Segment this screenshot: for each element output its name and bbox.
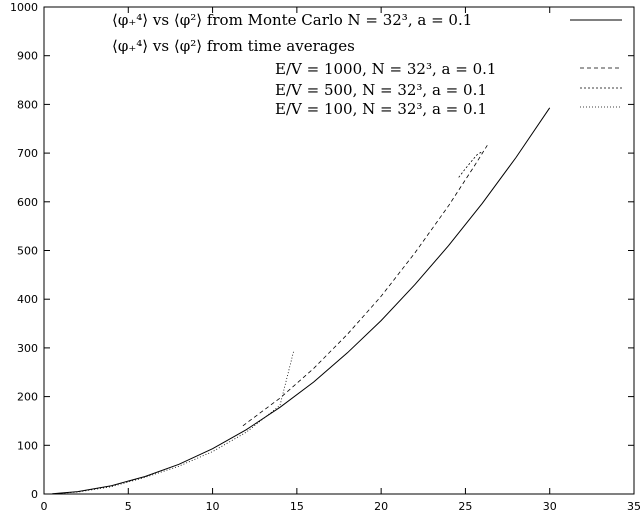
y-tick-label: 600 [17,196,38,209]
legend-line-3: E/V = 1000, N = 32³, a = 0.1 [275,60,496,78]
x-tick-label: 25 [458,500,472,513]
x-tick-label: 10 [206,500,220,513]
series-line-1 [52,107,551,495]
y-tick-label: 400 [17,293,38,306]
y-tick-label: 900 [17,50,38,63]
x-tick-label: 35 [627,500,641,513]
legend-line-5: E/V = 100, N = 32³, a = 0.1 [275,100,487,118]
series-line-2 [242,145,488,427]
y-tick-label: 700 [17,147,38,160]
legend-line-4: E/V = 500, N = 32³, a = 0.1 [275,81,487,99]
x-tick-label: 0 [41,500,48,513]
x-tick-label: 30 [543,500,557,513]
series-line-4 [52,351,294,495]
y-tick-label: 500 [17,245,38,258]
y-tick-label: 1000 [10,1,38,14]
legend: ⟨φ₊⁴⟩ vs ⟨φ²⟩ from Monte Carlo N = 32³, … [112,11,622,118]
y-tick-label: 300 [17,342,38,355]
series-lines [52,107,551,495]
axis-ticks: 0 5 10 15 20 25 30 35 0 100 200 300 400 500 600 700 800 9… [10,1,641,513]
x-tick-label: 15 [290,500,304,513]
legend-line-1: ⟨φ₊⁴⟩ vs ⟨φ²⟩ from Monte Carlo N = 32³, … [112,11,472,29]
y-tick-label: 0 [31,488,38,501]
y-tick-label: 800 [17,98,38,111]
x-tick-label: 5 [125,500,132,513]
y-tick-label: 100 [17,439,38,452]
series-line-3 [458,151,483,178]
x-tick-label: 20 [374,500,388,513]
legend-line-2: ⟨φ₊⁴⟩ vs ⟨φ²⟩ from time averages [112,37,355,55]
y-tick-label: 200 [17,391,38,404]
